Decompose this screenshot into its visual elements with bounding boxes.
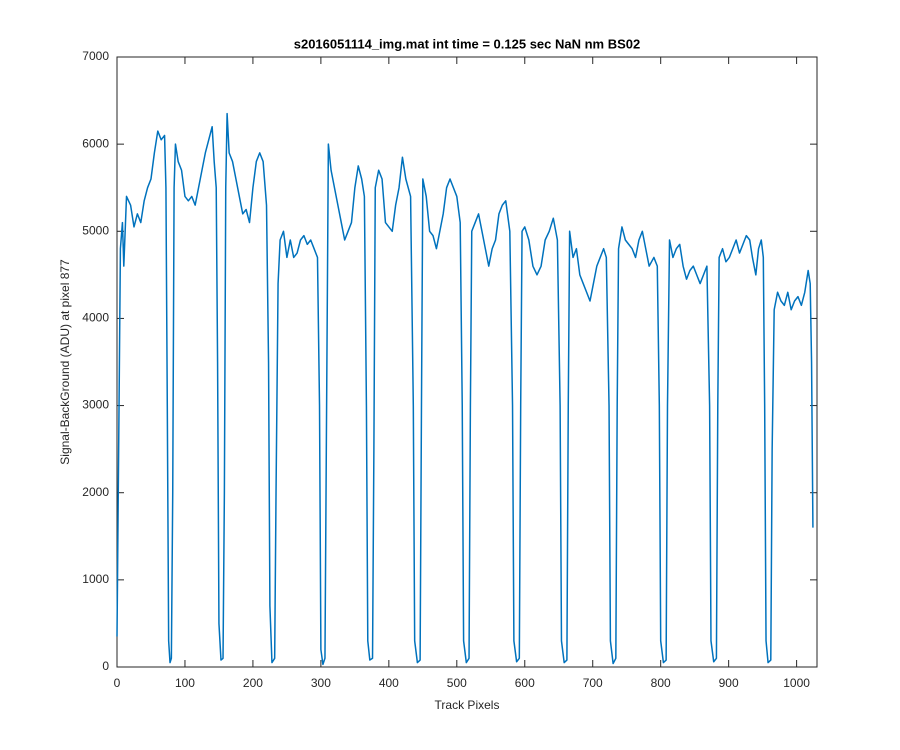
- y-tick-label: 2000: [82, 485, 109, 499]
- x-tick-label: 800: [651, 676, 671, 690]
- x-tick-label: 200: [243, 676, 263, 690]
- plot-area: [116, 56, 818, 668]
- y-tick-label: 7000: [82, 49, 109, 63]
- x-tick-label: 900: [719, 676, 739, 690]
- x-tick-label: 600: [515, 676, 535, 690]
- x-tick-label: 300: [311, 676, 331, 690]
- y-tick-label: 0: [102, 659, 109, 673]
- x-tick-label: 100: [175, 676, 195, 690]
- chart-title: s2016051114_img.mat int time = 0.125 sec…: [294, 36, 641, 51]
- y-axis-label: Signal-BackGround (ADU) at pixel 877: [58, 259, 72, 465]
- x-tick-label: 700: [583, 676, 603, 690]
- y-tick-label: 5000: [82, 223, 109, 237]
- y-tick-label: 1000: [82, 572, 109, 586]
- y-tick-label: 4000: [82, 311, 109, 325]
- data-line: [116, 112, 814, 666]
- x-tick-label: 1000: [783, 676, 810, 690]
- x-tick-label: 500: [447, 676, 467, 690]
- y-tick-label: 6000: [82, 136, 109, 150]
- x-axis-label: Track Pixels: [435, 698, 500, 712]
- x-tick-label: 0: [114, 676, 121, 690]
- x-tick-label: 400: [379, 676, 399, 690]
- y-tick-label: 3000: [82, 398, 109, 412]
